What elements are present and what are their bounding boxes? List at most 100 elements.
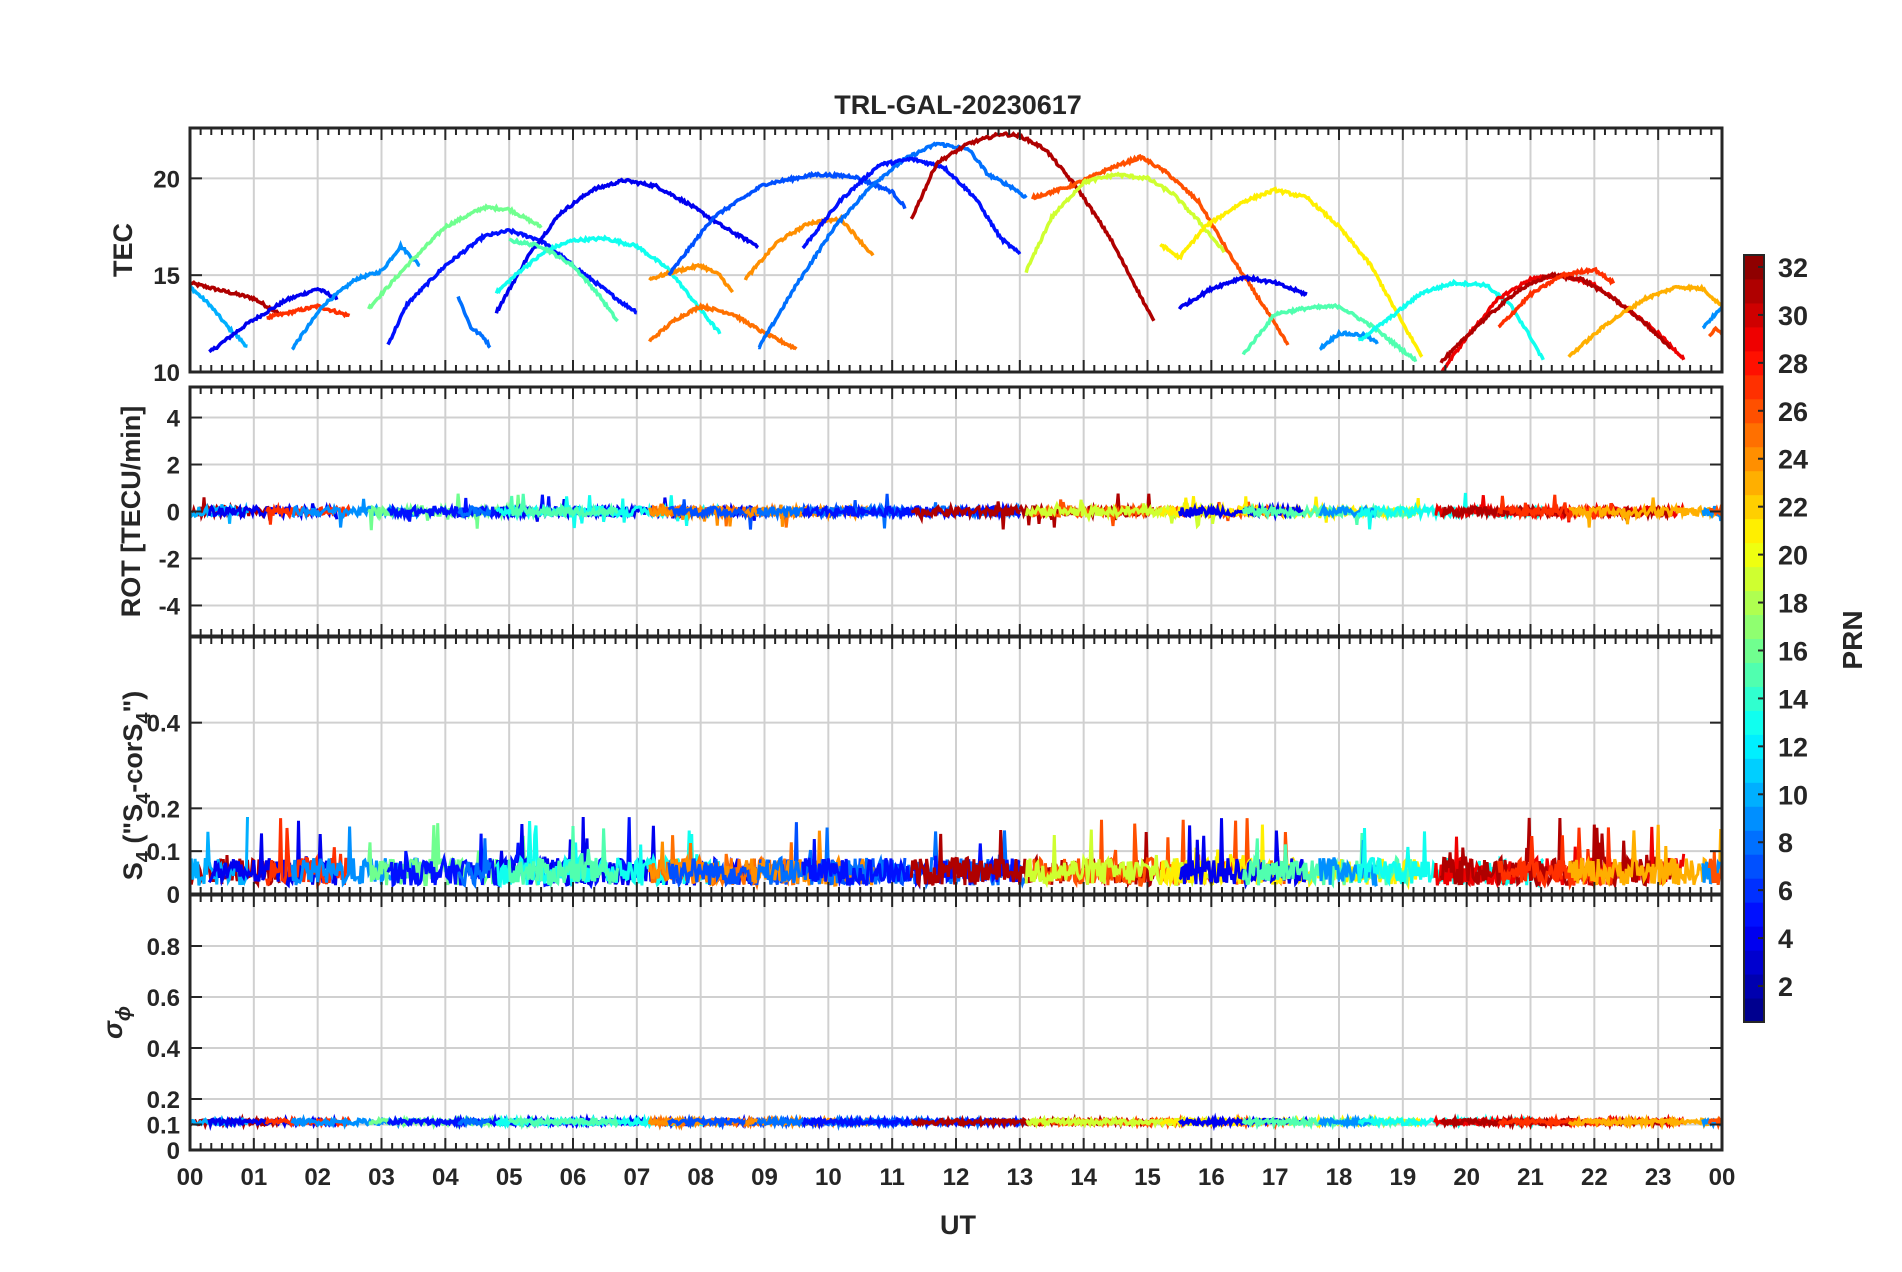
y-tick-label: 0.8: [147, 934, 180, 961]
colorbar-segment: [1744, 758, 1764, 783]
tec-line-prn-31: [190, 280, 281, 316]
sigphi-line-prn-9: [290, 1113, 384, 1130]
y-tick-label: 15: [153, 263, 180, 290]
y-tick-label: -2: [159, 546, 180, 573]
x-tick-label: 11: [879, 1164, 904, 1191]
s4-line-prn-15: [507, 825, 620, 889]
s4-line-prn-26: [1707, 851, 1722, 885]
tec-line-prn-31: [909, 131, 1021, 220]
y-tick-label: 0.1: [147, 839, 180, 866]
x-tick-label: 06: [560, 1164, 587, 1191]
s4-line-prn-9: [290, 826, 383, 888]
x-tick-label: 09: [751, 1164, 778, 1191]
colorbar-tick-label: 2: [1778, 972, 1793, 1002]
series-group: [190, 816, 1722, 891]
y-tick-label: 0.2: [147, 1087, 180, 1114]
colorbar-segment: [1744, 878, 1764, 903]
panel-sigphi: 00.10.2 0.4 0.6 0.8 σϕ: [98, 893, 1724, 1165]
colorbar-tick-label: 4: [1778, 924, 1793, 954]
x-tick-label: 00: [177, 1164, 204, 1191]
sigphi-line-prn-26: [1707, 1115, 1722, 1131]
y-tick-label: 0.4: [147, 1036, 181, 1063]
colorbar-tick-label: 16: [1778, 636, 1808, 666]
x-tick-label: 22: [1581, 1164, 1608, 1191]
x-tick-label: 07: [623, 1164, 650, 1191]
tec-line-prn-15: [1241, 302, 1418, 363]
s4-line-prn-31: [909, 829, 1022, 889]
rot-line-prn-8: [457, 504, 492, 519]
rot-line-prn-23: [1567, 497, 1722, 528]
colorbar-tick-label: 14: [1778, 684, 1808, 714]
y-tick-label: -4: [159, 593, 181, 620]
rot-line-prn-15: [508, 493, 619, 521]
tec-line-prn-5: [801, 156, 1022, 256]
x-tick-label: 12: [943, 1164, 970, 1191]
colorbar-frame: [1743, 254, 1765, 1023]
rot-line-prn-27: [1497, 494, 1615, 521]
colorbar-segment: [1744, 566, 1764, 592]
figure-title: TRL-GAL-20230617: [834, 90, 1082, 120]
x-tick-label: 08: [687, 1164, 714, 1191]
colorbar-segment: [1744, 590, 1764, 616]
panel-tec: 10 15 20 TEC: [108, 126, 1724, 387]
colorbar-tick-label: 24: [1778, 445, 1808, 475]
tec-line-prn-13: [494, 234, 722, 335]
tec-line-prn-13: [1357, 278, 1545, 361]
colorbar-segment: [1744, 542, 1764, 568]
tec-line-prn-7: [667, 170, 907, 277]
colorbar-segment: [1744, 638, 1764, 663]
y-tick-label: 20: [153, 166, 180, 193]
tec-line-prn-4: [494, 177, 760, 314]
colorbar-segment: [1744, 422, 1764, 448]
colorbar-segment: [1744, 998, 1764, 1023]
tec-line-prn-24: [648, 262, 735, 294]
colorbar-tick-label: 8: [1778, 828, 1793, 858]
y-tick-label: 2: [167, 453, 180, 480]
tec-line-prn-5: [386, 227, 638, 346]
sigphi-line-prn-8: [457, 1114, 492, 1129]
tec-line-prn-9: [290, 268, 383, 351]
colorbar-segment: [1744, 710, 1764, 735]
x-tick-label: 23: [1645, 1164, 1672, 1191]
colorbar-segment: [1744, 302, 1764, 328]
tec-line-prn-26: [1707, 325, 1722, 338]
tec-line-prn-23: [1567, 283, 1722, 359]
colorbar-tick-label: 26: [1778, 397, 1808, 427]
x-tick-label: 16: [1198, 1164, 1225, 1191]
x-tick-label: 19: [1389, 1164, 1416, 1191]
tec-line-prn-25: [648, 302, 798, 351]
colorbar-tick-label: 18: [1778, 589, 1808, 619]
colorbar-tick-label: 32: [1778, 253, 1808, 283]
tec-line-prn-27: [1497, 266, 1616, 329]
sigphi-line-prn-15: [507, 1113, 620, 1130]
x-tick-label: 21: [1517, 1164, 1544, 1191]
colorbar-segment: [1744, 734, 1764, 759]
colorbar-segment: [1744, 902, 1764, 927]
tec-line-prn-27: [266, 303, 351, 321]
x-tick-label: 13: [1006, 1164, 1033, 1191]
sigphi-line-prn-31: [911, 1114, 1021, 1130]
tec-line-prn-9: [1318, 328, 1379, 351]
tec-line-prn-8: [456, 295, 492, 349]
tec-line-prn-19: [1024, 171, 1226, 274]
colorbar-segment: [1744, 854, 1764, 879]
colorbar-segment: [1744, 374, 1764, 400]
y-axis-label: ROT [TECU/min]: [116, 406, 146, 617]
sigphi-line-prn-27: [1497, 1113, 1615, 1131]
x-tick-label: 17: [1262, 1164, 1289, 1191]
colorbar-segment: [1744, 446, 1764, 472]
colorbar-segment: [1744, 278, 1764, 304]
tec-line-prn-10: [190, 284, 248, 348]
tec-line-prn-9: [1701, 305, 1722, 330]
y-tick-label: 0: [167, 882, 180, 909]
rot-line-prn-9: [291, 498, 383, 528]
y-tick-label: 0.1: [147, 1113, 180, 1140]
panel-s4: 0 0.1 0.2 0.4S4 ("S4-corS4"): [118, 635, 1724, 909]
tec-line-prn-8: [757, 141, 1028, 350]
series-group: [190, 1112, 1722, 1132]
x-tick-label: 14: [1070, 1164, 1097, 1191]
y-axis-label: TEC: [108, 223, 138, 277]
y-tick-label: 0: [167, 500, 180, 527]
